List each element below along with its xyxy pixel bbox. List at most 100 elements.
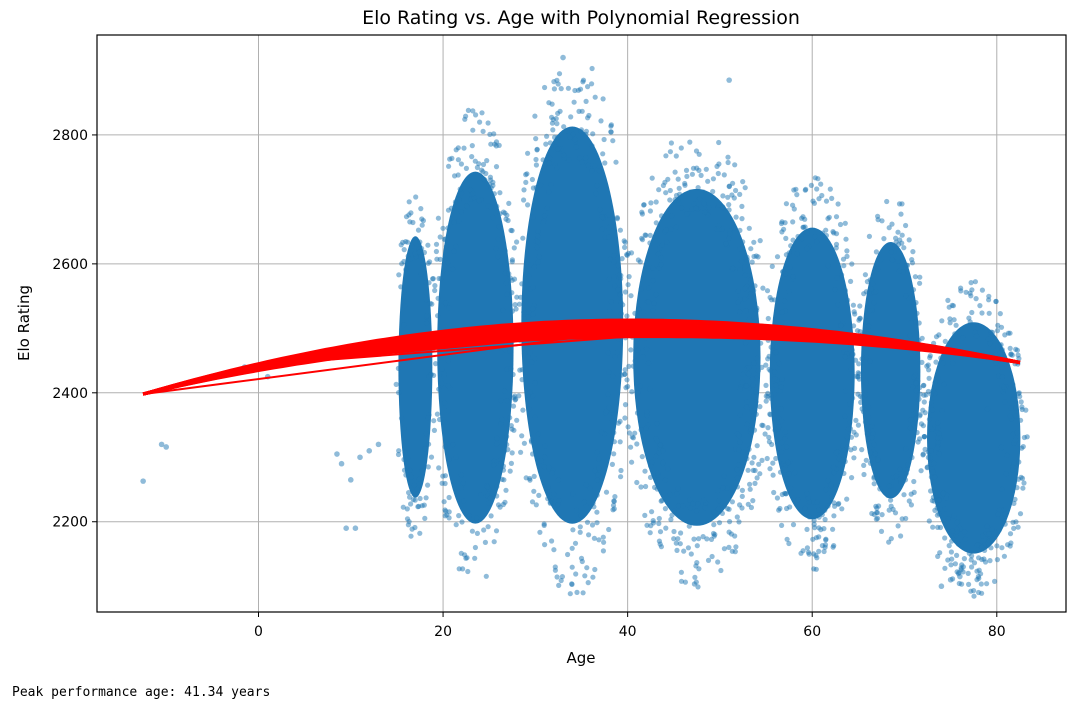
scatter-point (986, 531, 992, 537)
scatter-point (917, 391, 923, 397)
scatter-point (825, 477, 831, 484)
scatter-point (529, 499, 536, 505)
scatter-point (833, 214, 840, 220)
scatter-point (833, 241, 840, 247)
scatter-point (716, 139, 722, 146)
scatter-point (570, 527, 576, 533)
scatter-point (939, 318, 945, 324)
scatter-point (863, 380, 869, 386)
scatter-point (480, 161, 487, 168)
scatter-point (555, 134, 561, 140)
scatter-point (652, 484, 658, 490)
scatter-point (726, 235, 732, 241)
x-tick-label: 80 (988, 624, 1006, 640)
scatter-point (844, 444, 851, 450)
scatter-point (711, 522, 717, 528)
scatter-point (1018, 399, 1024, 405)
scatter-point (464, 555, 470, 561)
scatter-point (558, 577, 564, 584)
scatter-point (888, 497, 894, 503)
console-output: Peak performance age: 41.34 years (12, 685, 271, 700)
scatter-point (564, 128, 570, 134)
scatter-point (426, 441, 432, 447)
scatter-point (933, 359, 939, 365)
scatter-point (532, 440, 538, 446)
scatter-point (493, 246, 499, 252)
scatter-point (694, 165, 700, 171)
chart-title: Elo Rating vs. Age with Polynomial Regre… (362, 7, 800, 29)
scatter-point (727, 230, 733, 237)
x-tick-label: 0 (254, 624, 263, 640)
scatter-point (416, 476, 422, 482)
scatter-point (931, 498, 937, 504)
scatter-point (848, 366, 854, 372)
scatter-point (925, 454, 932, 461)
scatter-point (400, 504, 406, 510)
scatter-point (917, 385, 923, 391)
scatter-point (477, 119, 483, 125)
scatter-point (703, 166, 709, 172)
scatter-point (466, 513, 472, 519)
scatter-point (596, 456, 602, 462)
scatter-point (610, 138, 616, 144)
scatter-point (647, 240, 653, 246)
scatter-point (581, 499, 588, 505)
scatter-point (934, 445, 940, 451)
scatter-point (625, 383, 631, 390)
scatter-point (822, 516, 828, 523)
scatter-point (999, 364, 1005, 370)
scatter-point (607, 308, 613, 314)
scatter-point (924, 464, 931, 470)
scatter-point (853, 357, 859, 363)
scatter-point (967, 290, 973, 296)
scatter-point (743, 404, 750, 410)
scatter-point (591, 535, 598, 541)
scatter-point (626, 363, 632, 369)
scatter-point (437, 416, 443, 423)
scatter-point (473, 112, 479, 118)
scatter-point (415, 504, 421, 510)
scatter-point (816, 514, 822, 520)
scatter-point (521, 350, 528, 356)
scatter-point (669, 213, 675, 219)
scatter-point (396, 272, 402, 278)
scatter-point (404, 506, 410, 512)
scatter-point (994, 543, 1000, 549)
scatter-point (1010, 519, 1016, 525)
scatter-point (814, 499, 820, 505)
scatter-point (512, 302, 518, 308)
scatter-point (783, 476, 789, 482)
scatter-point (759, 364, 765, 370)
scatter-point (984, 581, 990, 587)
scatter-point (735, 288, 741, 294)
scatter-point (559, 574, 566, 580)
scatter-point (920, 451, 926, 457)
scatter-point (648, 200, 654, 206)
scatter-point (479, 110, 485, 116)
scatter-point (510, 371, 516, 378)
scatter-point (429, 301, 435, 307)
scatter-point (445, 358, 451, 364)
scatter-point (766, 434, 772, 440)
scatter-point (878, 528, 885, 535)
scatter-point (859, 406, 865, 412)
scatter-point (525, 354, 531, 360)
scatter-point (541, 213, 548, 219)
y-axis-label: Elo Rating (15, 285, 33, 361)
scatter-point (451, 248, 457, 254)
scatter-point (910, 411, 917, 418)
scatter-point (969, 309, 975, 316)
scatter-point (822, 542, 829, 548)
scatter-point (554, 165, 560, 171)
scatter-point (530, 306, 536, 312)
scatter-point (889, 257, 896, 263)
scatter-point (903, 222, 909, 229)
scatter-point (436, 386, 442, 392)
scatter-point (948, 549, 955, 555)
scatter-point (736, 519, 742, 525)
scatter-point (617, 227, 624, 233)
scatter-point (435, 313, 441, 319)
scatter-point (442, 400, 448, 406)
scatter-point (733, 187, 739, 194)
scatter-point (749, 376, 756, 382)
